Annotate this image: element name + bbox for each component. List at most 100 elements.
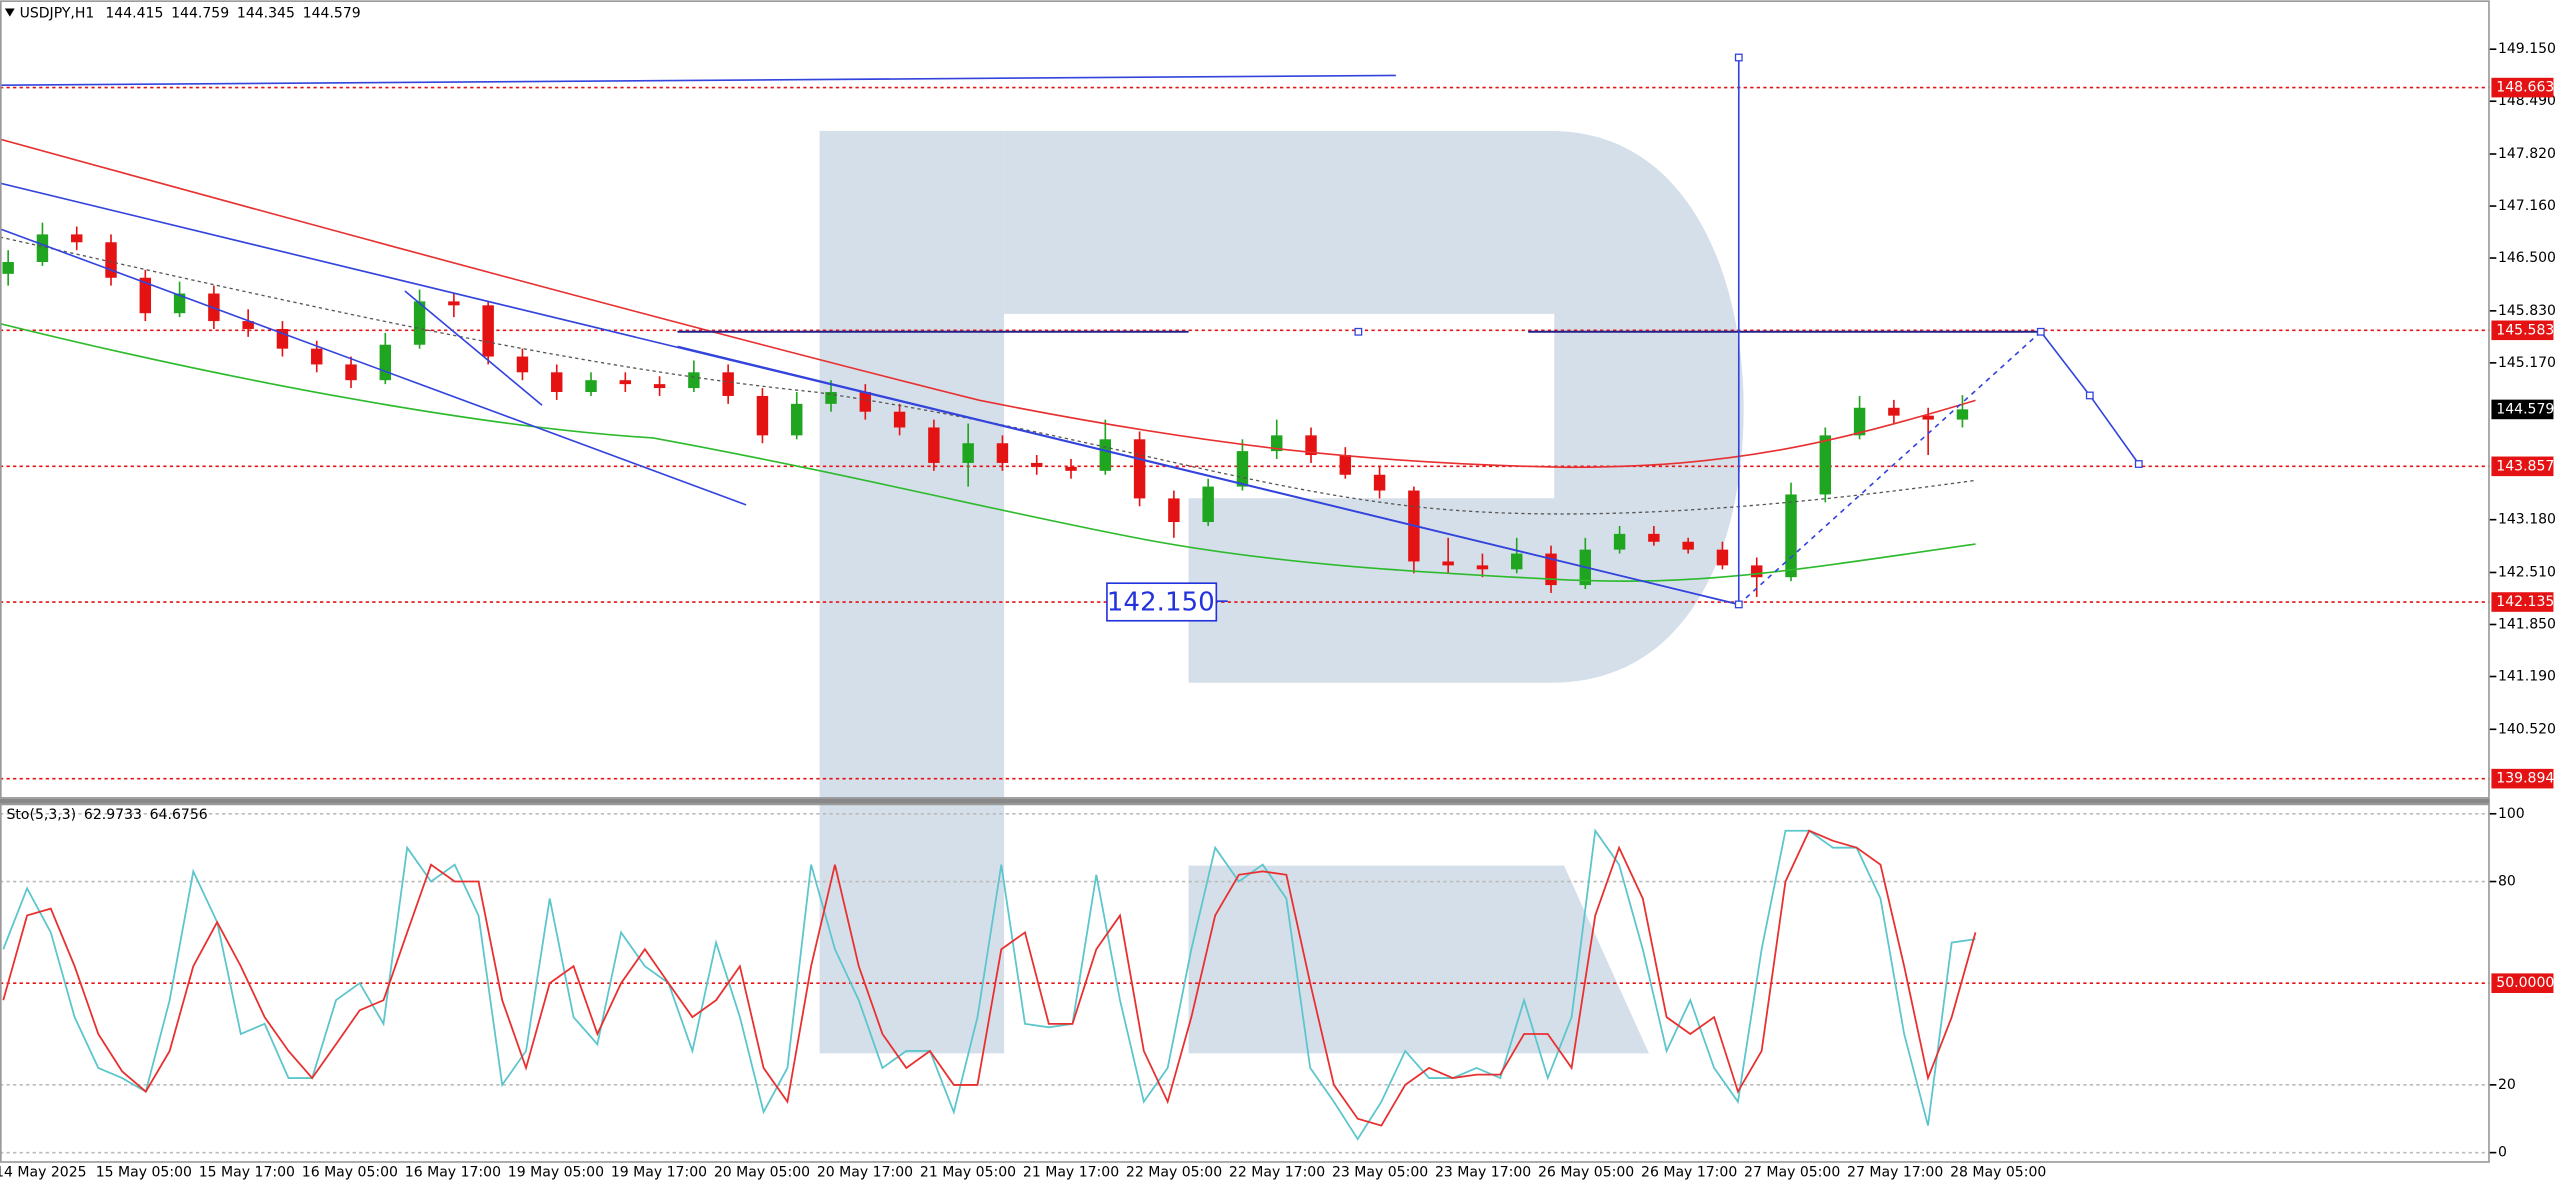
x-tick-label: 22 May 05:00 bbox=[1126, 1165, 1222, 1181]
indicator-header: Sto(5,3,3) 62.9733 64.6756 bbox=[7, 807, 208, 823]
last-price-label: 144.579 bbox=[2496, 401, 2554, 417]
x-tick-label: 15 May 05:00 bbox=[96, 1165, 192, 1181]
x-tick-label: 23 May 05:00 bbox=[1332, 1165, 1428, 1181]
trend-line bbox=[0, 228, 747, 506]
y-tick-label: 0 bbox=[2498, 1145, 2507, 1161]
candle-body bbox=[311, 348, 323, 365]
x-tick-label: 27 May 17:00 bbox=[1847, 1165, 1943, 1181]
main-pane-frame bbox=[0, 0, 2490, 799]
candle-body bbox=[1065, 466, 1077, 471]
level-label: 145.583 bbox=[2496, 322, 2554, 338]
y-tick-label: 100 bbox=[2498, 806, 2525, 822]
indicator-title: Sto(5,3,3) bbox=[7, 807, 77, 823]
y-tick-label: 141.850 bbox=[2498, 616, 2556, 632]
candle-body bbox=[1442, 561, 1454, 566]
candle-body bbox=[242, 321, 254, 329]
candle-body bbox=[551, 372, 563, 393]
x-tick-label: 20 May 05:00 bbox=[714, 1165, 810, 1181]
x-tick-label: 28 May 05:00 bbox=[1950, 1165, 2046, 1181]
y-tick-label: 143.180 bbox=[2498, 512, 2556, 528]
candle-body bbox=[1202, 486, 1214, 523]
candle-body bbox=[1099, 439, 1112, 471]
collapse-icon[interactable] bbox=[4, 8, 15, 17]
channel-line bbox=[677, 345, 1739, 606]
sub-pane-frame bbox=[0, 803, 2490, 1163]
candle-body bbox=[962, 443, 974, 463]
level-label: 142.135 bbox=[2496, 594, 2554, 610]
x-tick-label: 20 May 17:00 bbox=[817, 1165, 913, 1181]
candle-body bbox=[928, 427, 940, 463]
candle-body bbox=[1236, 451, 1249, 487]
trend-line bbox=[404, 290, 543, 406]
anchor bbox=[1734, 600, 1743, 609]
candle-body bbox=[36, 234, 49, 262]
level-label: 148.663 bbox=[2496, 80, 2554, 96]
candle-body bbox=[996, 443, 1009, 463]
x-tick-label: 16 May 05:00 bbox=[302, 1165, 398, 1181]
candle-body bbox=[482, 305, 494, 357]
watermark-leg bbox=[1188, 865, 1649, 1054]
level-label-bg bbox=[2491, 592, 2554, 612]
y-tick-label: 146.500 bbox=[2498, 250, 2556, 266]
candle-body bbox=[1133, 439, 1146, 499]
x-tick-label: 23 May 17:00 bbox=[1435, 1165, 1531, 1181]
level-label-bg bbox=[2491, 456, 2554, 477]
anchor bbox=[2134, 460, 2143, 468]
candle-body bbox=[1476, 565, 1489, 570]
candle-body bbox=[1168, 498, 1180, 523]
pane-separator bbox=[0, 798, 2490, 804]
candle-body bbox=[619, 380, 632, 385]
candle-body bbox=[1373, 474, 1386, 491]
candle-body bbox=[105, 242, 117, 278]
candle-body bbox=[1305, 435, 1317, 456]
candle-body bbox=[1819, 435, 1832, 495]
y-tick-label: 145.170 bbox=[2498, 355, 2556, 371]
candle-body bbox=[1339, 455, 1352, 475]
trend-line bbox=[0, 74, 1396, 87]
y-tick-label: 80 bbox=[2498, 874, 2516, 890]
drawings bbox=[0, 53, 2143, 609]
annotation-text: 142.150 bbox=[1107, 587, 1215, 617]
candle-body bbox=[516, 356, 529, 373]
candle-body bbox=[756, 395, 769, 436]
candle-body bbox=[276, 328, 289, 349]
anchor bbox=[1734, 53, 1743, 62]
candle-body bbox=[1511, 553, 1523, 570]
annotation-box bbox=[1106, 582, 1218, 622]
candle-body bbox=[1613, 533, 1626, 550]
candle-body bbox=[653, 384, 666, 389]
candle-body bbox=[1956, 409, 1969, 420]
candle-body bbox=[1853, 407, 1866, 436]
open-price: 144.415 bbox=[105, 5, 163, 21]
candle-body bbox=[1785, 494, 1797, 578]
ma-upper bbox=[0, 138, 1976, 469]
watermark-bowl bbox=[1004, 130, 1744, 683]
level-label: 139.894 bbox=[2496, 771, 2554, 787]
indicator-line bbox=[2, 828, 1976, 1141]
candle-body bbox=[448, 301, 460, 306]
x-tick-label: 26 May 17:00 bbox=[1641, 1165, 1737, 1181]
level-label-bg bbox=[2491, 768, 2554, 789]
candle-body bbox=[1545, 553, 1557, 586]
high-price: 144.759 bbox=[171, 5, 229, 21]
candle-body bbox=[1271, 435, 1283, 452]
anchor bbox=[2036, 327, 2045, 336]
y-tick-label: 142.510 bbox=[2498, 564, 2556, 580]
candle-body bbox=[1648, 533, 1660, 542]
candle-body bbox=[585, 380, 597, 393]
low-price: 144.345 bbox=[237, 5, 295, 21]
watermark-bar bbox=[819, 130, 1005, 1054]
y-tick-label: 147.160 bbox=[2498, 198, 2556, 214]
candle-body bbox=[71, 234, 83, 243]
x-tick-label: 26 May 05:00 bbox=[1538, 1165, 1634, 1181]
candle-body bbox=[173, 293, 186, 314]
ma-lower bbox=[0, 322, 1976, 582]
level-label-bg bbox=[2491, 320, 2554, 341]
y-tick-label: 149.150 bbox=[2498, 41, 2556, 57]
level-label: 143.857 bbox=[2496, 458, 2554, 474]
last-price-bg bbox=[2491, 399, 2554, 420]
symbol: USDJPY,H1 bbox=[20, 5, 95, 21]
